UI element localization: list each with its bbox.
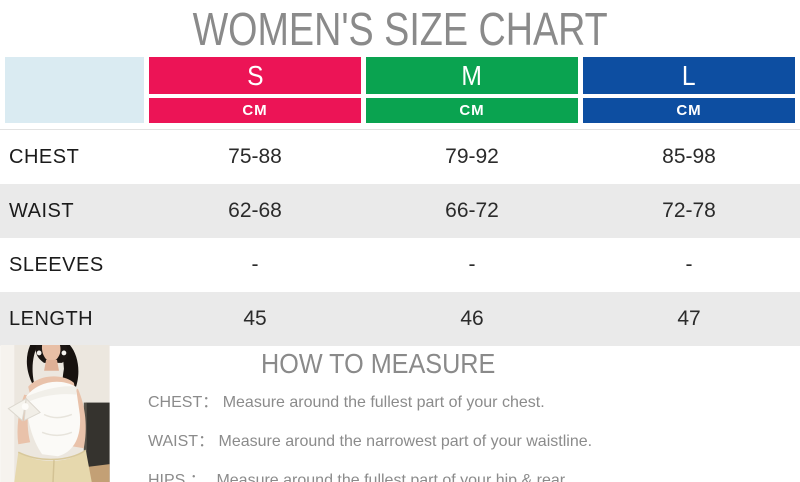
table-row-length: LENGTH 45 46 47	[0, 292, 800, 346]
measure-label-hips: HIPS ：	[148, 472, 206, 482]
how-to-measure-section: HOW TO MEASURE CHEST： Measure around the…	[0, 344, 800, 482]
table-row-sleeves: SLEEVES - - -	[0, 238, 800, 292]
measure-item-chest: CHEST： Measure around the fullest part o…	[148, 388, 608, 412]
measure-text-chest: Measure around the fullest part of your …	[222, 394, 545, 411]
table-row-waist: WAIST 62-68 66-72 72-78	[0, 184, 800, 238]
title-bar: WOMEN'S SIZE CHART	[0, 0, 800, 57]
measure-text-hips: Measure around the fullest part of your …	[216, 472, 569, 482]
cell-waist-s: 62-68	[228, 199, 282, 222]
row-label: SLEEVES	[9, 253, 104, 276]
cell-sleeves-l: -	[685, 253, 693, 276]
table-corner-cell	[5, 57, 144, 123]
size-header-s-label: S	[246, 59, 264, 91]
row-label: WAIST	[9, 199, 75, 222]
cell-length-m: 46	[460, 307, 484, 330]
cell-chest-s: 75-88	[228, 145, 282, 168]
table-row-chest: CHEST 75-88 79-92 85-98	[0, 130, 800, 184]
measure-content: HOW TO MEASURE CHEST： Measure around the…	[148, 344, 608, 482]
cell-length-s: 45	[243, 307, 267, 330]
cell-waist-m: 66-72	[445, 199, 499, 222]
measure-item-waist: WAIST： Measure around the narrowest part…	[148, 427, 608, 451]
size-table-header: S M L CM CM CM	[0, 57, 800, 123]
measure-label-chest: CHEST：	[148, 394, 219, 411]
size-header-m: M	[366, 57, 578, 94]
size-header-m-label: M	[461, 59, 483, 91]
measure-text-waist: Measure around the narrowest part of you…	[218, 433, 593, 450]
measure-item-hips: HIPS ： Measure around the fullest part o…	[148, 466, 608, 482]
size-header-l: L	[583, 57, 795, 94]
measure-label-waist: WAIST：	[148, 433, 215, 450]
size-table-body: CHEST 75-88 79-92 85-98 WAIST 62-68 66-7…	[0, 129, 800, 346]
cell-chest-m: 79-92	[445, 145, 499, 168]
size-header-s: S	[149, 57, 361, 94]
unit-cell-m: CM	[366, 98, 578, 123]
cell-length-l: 47	[677, 307, 701, 330]
unit-cell-s: CM	[149, 98, 361, 123]
row-label: LENGTH	[9, 307, 94, 330]
cell-sleeves-s: -	[251, 253, 259, 276]
unit-cell-l: CM	[583, 98, 795, 123]
cell-chest-l: 85-98	[662, 145, 716, 168]
cell-sleeves-m: -	[468, 253, 476, 276]
row-label: CHEST	[9, 145, 80, 168]
cell-waist-l: 72-78	[662, 199, 716, 222]
page-title: WOMEN'S SIZE CHART	[192, 2, 608, 55]
model-photo	[0, 345, 110, 482]
measure-heading: HOW TO MEASURE	[260, 348, 496, 379]
size-header-l-label: L	[682, 59, 696, 91]
